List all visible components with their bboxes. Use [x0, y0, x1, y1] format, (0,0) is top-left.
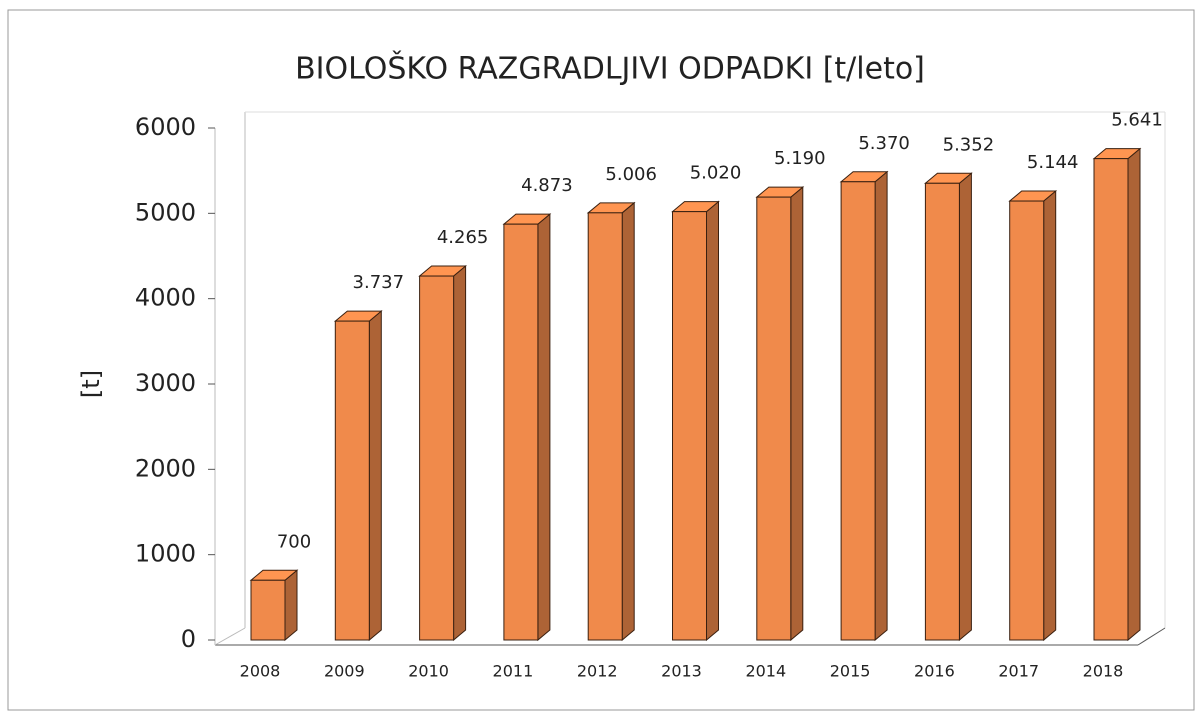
value-label: 5.006	[605, 164, 657, 185]
bar	[249, 569, 299, 642]
bar	[333, 310, 383, 642]
bar-side	[368, 310, 382, 642]
x-tick-label: 2010	[408, 662, 449, 681]
bar-side	[453, 264, 467, 642]
floor-edge	[214, 627, 246, 646]
x-tick-label: 2017	[998, 662, 1039, 681]
bar	[1008, 189, 1058, 642]
x-tick-label: 2014	[745, 662, 786, 681]
x-tick-label: 2011	[493, 662, 534, 681]
value-label: 5.641	[1111, 110, 1163, 131]
x-tick-label: 2018	[1083, 662, 1124, 681]
bar-front	[672, 211, 707, 641]
y-tick-label: 6000	[135, 113, 196, 141]
bar-front	[419, 275, 455, 641]
value-label: 4.265	[437, 227, 489, 248]
y-tick-label: 1000	[135, 540, 196, 568]
value-label: 3.737	[353, 272, 405, 293]
y-tick-label: 2000	[135, 454, 196, 482]
x-tick-label: 2015	[830, 662, 871, 681]
chart-title: BIOLOŠKO RAZGRADLJIVI ODPADKI [t/leto]	[295, 50, 925, 87]
x-tick-label: 2016	[914, 662, 955, 681]
value-label: 700	[277, 531, 311, 552]
bar	[671, 200, 720, 642]
bar-front	[587, 212, 623, 641]
x-tick-label: 2008	[240, 662, 281, 681]
value-label: 5.352	[943, 134, 995, 155]
bar	[502, 213, 552, 642]
y-axis-label: [t]	[77, 370, 105, 398]
bar	[418, 264, 467, 642]
bar	[586, 201, 636, 642]
bar-side	[1043, 189, 1057, 642]
bar-front	[503, 223, 539, 641]
bar-front	[250, 579, 286, 641]
bar-side	[284, 569, 298, 642]
x-tick-label: 2012	[577, 662, 618, 681]
bar-front	[756, 196, 792, 641]
y-tick-label: 3000	[135, 369, 196, 397]
bar-front	[1093, 158, 1129, 641]
value-label: 5.020	[690, 163, 742, 184]
value-label: 5.190	[774, 148, 826, 169]
axes	[214, 111, 1166, 646]
bar-side	[790, 186, 804, 642]
x-tick-label: 2013	[661, 662, 702, 681]
bar	[1092, 147, 1142, 642]
bar-front	[924, 182, 960, 641]
bar-side	[958, 172, 972, 642]
value-label: 5.370	[858, 133, 910, 154]
bar-front	[840, 181, 876, 641]
bar	[839, 170, 889, 642]
bar-side	[621, 201, 635, 642]
y-tick-label: 4000	[135, 284, 196, 312]
value-label: 5.144	[1027, 152, 1079, 173]
y-tick-label: 0	[181, 625, 196, 653]
bar-front	[1009, 200, 1045, 641]
bar-side	[1127, 147, 1141, 642]
floor-edge	[1137, 627, 1166, 646]
y-tick-label: 5000	[135, 198, 196, 226]
value-label: 4.873	[521, 175, 573, 196]
bar	[755, 186, 805, 642]
bar-front	[334, 320, 370, 641]
bar	[924, 172, 973, 642]
bar-side	[874, 170, 888, 642]
bar-side	[706, 200, 719, 642]
bar-side	[537, 213, 551, 642]
x-tick-label: 2009	[324, 662, 365, 681]
frame	[7, 9, 1195, 711]
